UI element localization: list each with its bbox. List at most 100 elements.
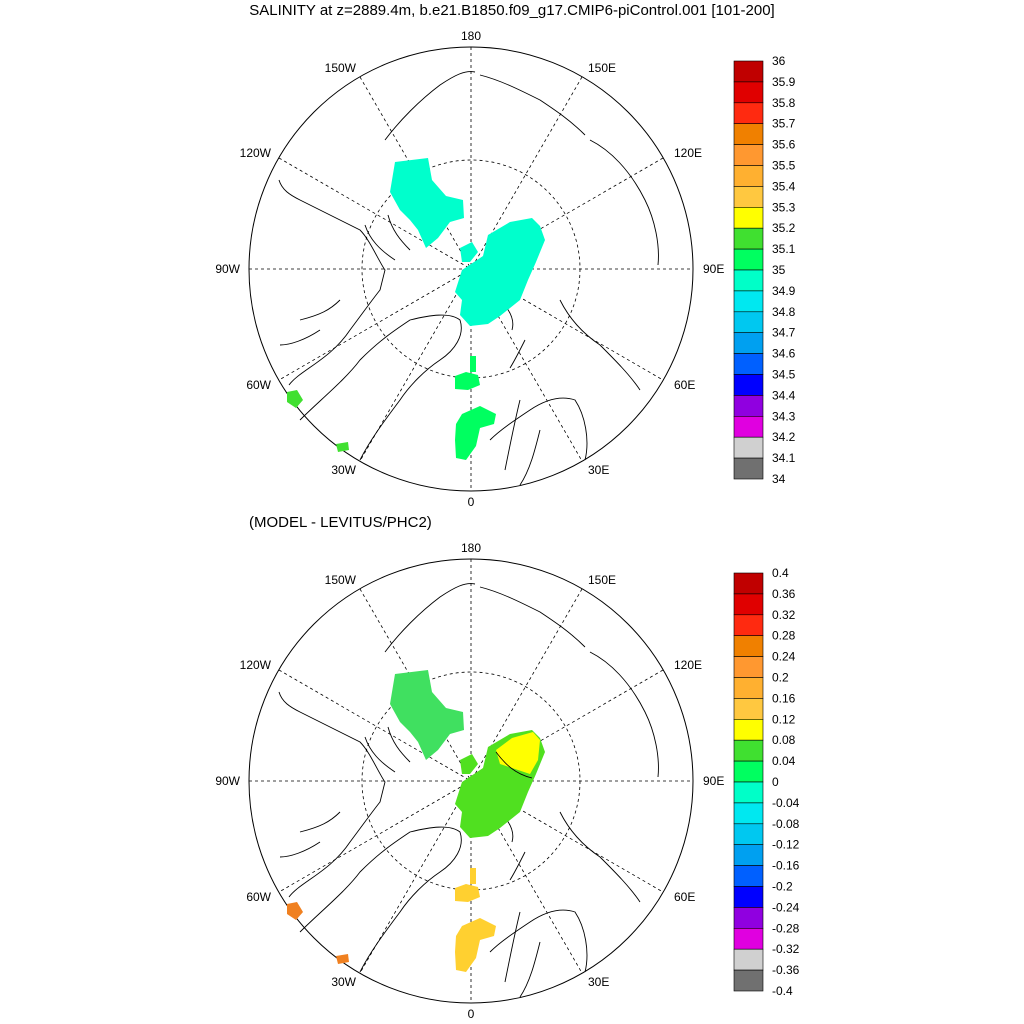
region-canada-basin <box>390 670 464 760</box>
region-greenland-sea <box>470 356 476 372</box>
colorbar-box <box>733 269 764 292</box>
colorbar-label: -0.4 <box>772 984 793 998</box>
colorbar-label: 34.1 <box>772 451 796 465</box>
colorbar-box <box>733 927 764 950</box>
colorbar-label: 35.3 <box>772 200 796 214</box>
colorbar-box <box>733 572 764 595</box>
colorbar-label: 0.32 <box>772 608 796 622</box>
region-fram-strait <box>455 372 480 390</box>
region-eurasian-basin-small <box>460 754 478 774</box>
colorbar-box <box>733 311 764 333</box>
colorbar-label: 34.2 <box>772 430 796 444</box>
plot-title: SALINITY at z=2889.4m, b.e21.B1850.f09_g… <box>249 2 775 19</box>
salinity-colorbar: 36 35.9 35.8 35.7 35.6 35.5 35.4 35.3 35.2 35.1 35… <box>733 54 796 486</box>
colorbar-box <box>733 248 764 271</box>
region-eurasian-basin-small <box>460 242 478 262</box>
lon-label-bottom: 0 <box>468 1007 475 1021</box>
colorbar-label: 0.36 <box>772 587 796 601</box>
colorbar-label: 0.08 <box>772 733 796 747</box>
lon-label-lr2: 30E <box>588 463 609 477</box>
colorbar-label: -0.12 <box>772 838 800 852</box>
region-greenland-sea <box>470 868 476 884</box>
colorbar-label: -0.24 <box>772 900 800 914</box>
colorbar-label: -0.28 <box>772 921 800 935</box>
colorbar-box <box>733 719 764 741</box>
region-labrador-sea <box>287 390 303 408</box>
colorbar-box <box>733 436 764 459</box>
colorbar-label: 34 <box>772 472 786 486</box>
colorbar-box <box>733 969 764 992</box>
lon-label-ur2: 120E <box>674 146 702 160</box>
lon-label-lr2: 30E <box>588 975 609 989</box>
region-north-atlantic <box>336 442 349 452</box>
lon-label-ul2: 120W <box>240 146 272 160</box>
colorbar-box <box>733 635 764 657</box>
colorbar-label: 35.8 <box>772 96 796 110</box>
colorbar-label: 34.6 <box>772 347 796 361</box>
colorbar-label: -0.2 <box>772 880 793 894</box>
colorbar-box <box>733 374 764 396</box>
colorbar-box <box>733 102 764 125</box>
colorbar-box <box>733 656 764 678</box>
colorbar-box <box>733 593 764 616</box>
colorbar-box <box>733 823 764 845</box>
lon-label-bottom: 0 <box>468 495 475 509</box>
colorbar-label: 0.28 <box>772 629 796 643</box>
colorbar-label: 34.3 <box>772 409 796 423</box>
longitude-labels: 180 0 90W 90E 150W 120W 150E 120E 60W 30W 60E 30E <box>215 541 724 1021</box>
region-canada-basin <box>390 158 464 248</box>
colorbar-label: 35.9 <box>772 75 796 89</box>
difference-map-panel: 180 0 90W 90E 150W 120W 150E 120E 60W 30W 60E 30E 0… <box>215 541 800 1021</box>
colorbar-box <box>733 415 764 438</box>
region-eurasian-basin <box>455 218 545 326</box>
colorbar-box <box>733 677 764 699</box>
region-fram-strait <box>455 884 480 902</box>
colorbar-box <box>733 353 764 375</box>
colorbar-box <box>733 165 764 187</box>
region-north-atlantic <box>336 954 349 964</box>
colorbar-label: -0.36 <box>772 963 800 977</box>
lon-label-left: 90W <box>215 262 240 276</box>
lon-label-right: 90E <box>703 262 724 276</box>
colorbar-label: 34.4 <box>772 388 796 402</box>
colorbar-label: -0.16 <box>772 859 800 873</box>
colorbar-box <box>733 457 764 480</box>
colorbar-label: 35.7 <box>772 117 796 131</box>
contour-line <box>495 751 533 779</box>
colorbar-label: 0.16 <box>772 691 796 705</box>
lon-label-ur1: 150E <box>588 61 616 75</box>
colorbar-label: 34.8 <box>772 305 796 319</box>
lon-label-right: 90E <box>703 774 724 788</box>
colorbar-box <box>733 60 764 83</box>
colorbar-box <box>733 227 764 250</box>
colorbar-label: 35.5 <box>772 159 796 173</box>
colorbar-box <box>733 81 764 104</box>
colorbar-box <box>733 698 764 720</box>
lon-label-ur1: 150E <box>588 573 616 587</box>
difference-subtitle: (MODEL - LEVITUS/PHC2) <box>249 514 432 531</box>
lon-label-ll1: 60W <box>246 378 271 392</box>
salinity-map-panel: 180 0 90W 90E 150W 120W 150E 120E 60W 30W 60E 30E 3… <box>215 29 796 509</box>
colorbar-label: 0.04 <box>772 754 796 768</box>
region-norwegian-sea <box>455 918 496 972</box>
lon-label-ul1: 150W <box>325 61 357 75</box>
colorbar-box <box>733 844 764 866</box>
colorbar-box <box>733 290 764 313</box>
colorbar-label: 35.4 <box>772 179 796 193</box>
lon-label-top: 180 <box>461 541 481 555</box>
colorbar-label: 0.2 <box>772 671 789 685</box>
lon-label-top: 180 <box>461 29 481 43</box>
lon-label-ur2: 120E <box>674 658 702 672</box>
colorbar-box <box>733 886 764 908</box>
colorbar-label: 35.2 <box>772 221 796 235</box>
colorbar-label: 0 <box>772 775 779 789</box>
colorbar-box <box>733 332 764 354</box>
lon-label-ll2: 30W <box>331 463 356 477</box>
colorbar-label: 35.6 <box>772 138 796 152</box>
colorbar-label: -0.04 <box>772 796 800 810</box>
colorbar-label: 0.24 <box>772 650 796 664</box>
colorbar-box <box>733 781 764 804</box>
colorbar-label: -0.32 <box>772 942 800 956</box>
region-eurasian-basin-north <box>496 732 540 774</box>
colorbar-label: 0.12 <box>772 712 796 726</box>
